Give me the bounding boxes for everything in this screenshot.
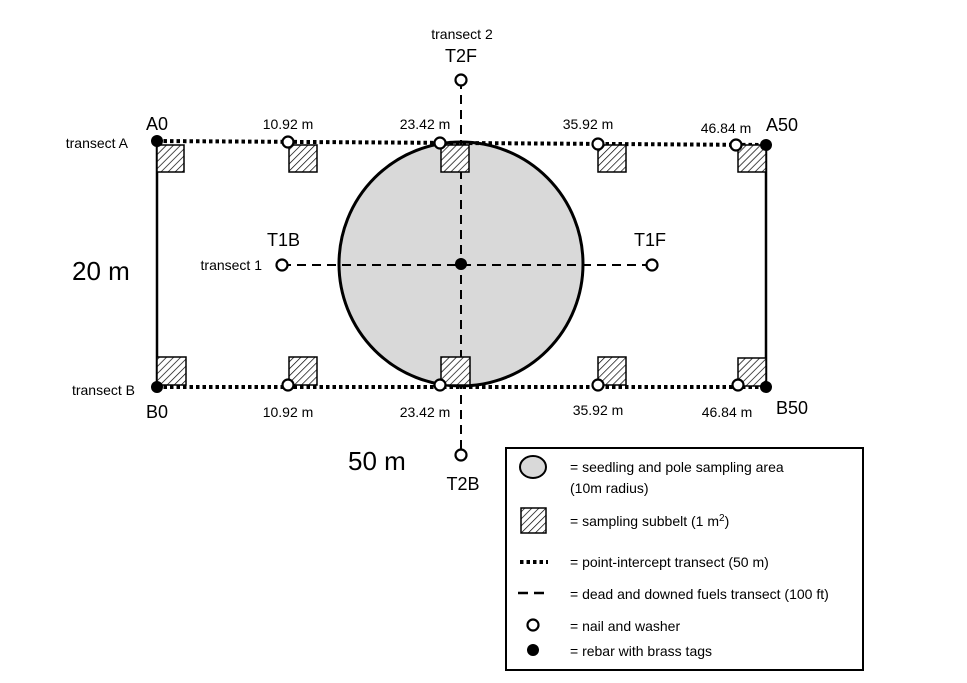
- nail-marker-b-35: [591, 378, 605, 392]
- distance-label-bottom: 35.92 m: [573, 402, 624, 418]
- transect-2-label: transect 2: [431, 26, 493, 42]
- nail-marker-t2b: [454, 448, 468, 462]
- nail-marker-b-10: [281, 378, 295, 392]
- rebar-marker-b50: [760, 381, 772, 393]
- legend-dotted-text: = point-intercept transect (50 m): [570, 554, 769, 570]
- rebar-marker-a0: [151, 135, 163, 147]
- rebar-marker-a50: [760, 139, 772, 151]
- legend-rebar-text: = rebar with brass tags: [570, 643, 712, 659]
- subbelt-a4: [737, 144, 767, 173]
- rebar-marker-center: [455, 258, 467, 270]
- nail-marker-a-23: [433, 136, 447, 150]
- transect-1-label: transect 1: [201, 257, 263, 273]
- nail-marker-a-35: [591, 137, 605, 151]
- transect-a-line: [156, 139, 767, 147]
- distance-label-bottom: 23.42 m: [400, 404, 451, 420]
- distance-label-bottom: 46.84 m: [702, 404, 753, 420]
- legend-box: [505, 447, 864, 671]
- point-code-t1b: T1B: [267, 230, 300, 250]
- legend-subbelt-icon: [520, 507, 547, 534]
- distance-label-bottom: 10.92 m: [263, 404, 314, 420]
- legend-circle-subtext: (10m radius): [570, 480, 649, 496]
- subbelt-b2: [440, 356, 471, 386]
- distance-label-top: 23.42 m: [400, 116, 451, 132]
- distance-label-top: 35.92 m: [563, 116, 614, 132]
- point-code-t1f: T1F: [634, 230, 666, 250]
- plot-length-label: 50 m: [348, 446, 406, 476]
- subbelt-a3: [597, 144, 627, 173]
- legend: = seedling and pole sampling area (10m r…: [505, 447, 864, 671]
- distance-label-top: 10.92 m: [263, 116, 314, 132]
- plot-width-label: 20 m: [72, 256, 130, 286]
- transect-a-label: transect A: [66, 135, 129, 151]
- legend-subbelt-text: = sampling subbelt (1 m2): [570, 513, 729, 529]
- nail-marker-t1f: [645, 258, 659, 272]
- subbelt-b0: [156, 356, 187, 386]
- transect-b-label: transect B: [72, 382, 135, 398]
- subbelt-b1: [288, 356, 318, 386]
- legend-circle-text: = seedling and pole sampling area: [570, 459, 784, 475]
- point-code-a0: A0: [146, 114, 168, 134]
- subbelt-a1: [288, 144, 318, 173]
- nail-marker-a-10: [281, 135, 295, 149]
- nail-marker-t2f: [454, 73, 468, 87]
- nail-marker-t1b: [275, 258, 289, 272]
- point-code-t2b: T2B: [446, 474, 479, 494]
- legend-nail-icon: [526, 618, 540, 632]
- nail-marker-b-23: [433, 378, 447, 392]
- legend-dashed-text: = dead and downed fuels transect (100 ft…: [570, 586, 829, 602]
- point-code-b50: B50: [776, 398, 808, 418]
- point-code-b0: B0: [146, 402, 168, 422]
- legend-nail-text: = nail and washer: [570, 618, 680, 634]
- nail-marker-a-46: [729, 138, 743, 152]
- point-code-a50: A50: [766, 115, 798, 135]
- subbelt-a0: [156, 144, 185, 173]
- nail-marker-b-46: [731, 378, 745, 392]
- legend-rebar-icon: [527, 644, 539, 656]
- point-code-t2f: T2F: [445, 46, 477, 66]
- subbelt-a2: [440, 144, 470, 173]
- legend-circle-icon: [519, 455, 547, 479]
- distance-label-top: 46.84 m: [701, 120, 752, 136]
- rebar-marker-b0: [151, 381, 163, 393]
